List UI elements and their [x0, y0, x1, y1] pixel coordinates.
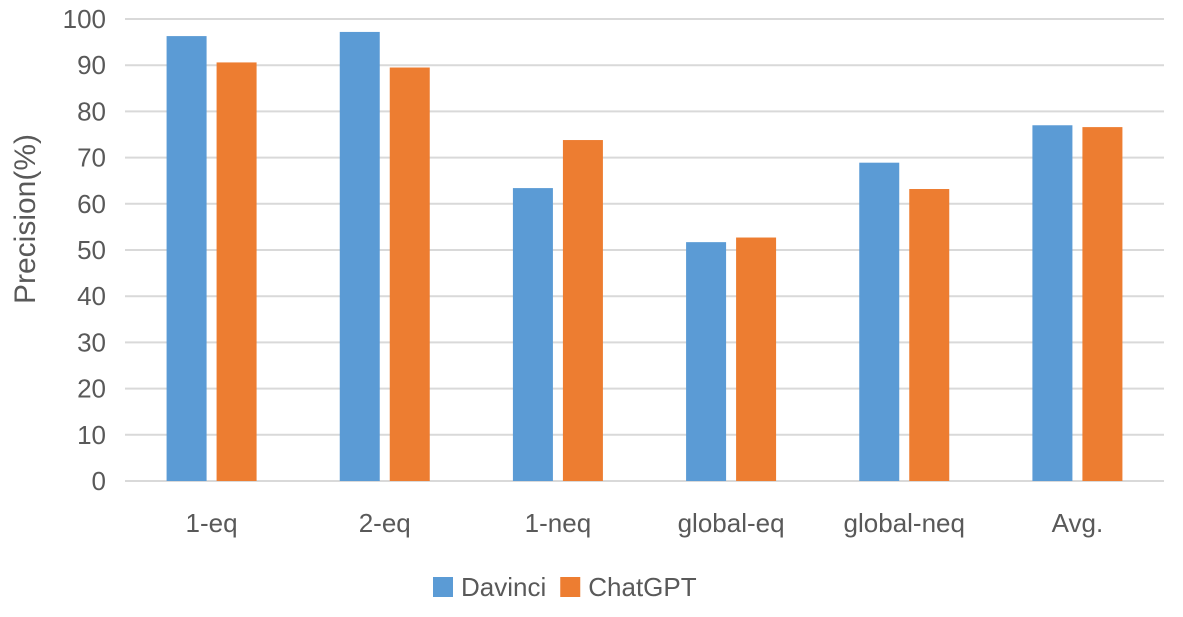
- y-axis-ticks: 0 10 20 30 40 50 60 70 80 90 100: [63, 4, 106, 496]
- legend: Davinci ChatGPT: [433, 572, 697, 602]
- y-tick-label: 80: [77, 96, 106, 126]
- x-tick-label: 2-eq: [359, 508, 411, 538]
- y-axis-title: Precision(%): [9, 134, 42, 304]
- bar-chatgpt-1-neq: [562, 140, 603, 481]
- legend-swatch-chatgpt: [560, 577, 581, 597]
- x-tick-label: 1-neq: [525, 508, 592, 538]
- y-tick-label: 30: [77, 327, 106, 357]
- gridlines: [125, 18, 1164, 482]
- x-tick-label: global-eq: [678, 508, 785, 538]
- x-axis-ticks: 1-eq 2-eq 1-neq global-eq global-neq Avg.: [186, 508, 1104, 538]
- y-tick-label: 100: [63, 4, 106, 34]
- y-tick-label: 90: [77, 50, 106, 80]
- y-tick-label: 70: [77, 143, 106, 173]
- y-tick-label: 40: [77, 281, 106, 311]
- x-tick-label: 1-eq: [186, 508, 238, 538]
- bar-davinci-1-eq: [166, 36, 207, 482]
- bar-chatgpt-avg: [1082, 127, 1123, 481]
- y-tick-label: 0: [92, 466, 106, 496]
- y-tick-label: 20: [77, 374, 106, 404]
- bar-chatgpt-2-eq: [389, 67, 430, 481]
- y-tick-label: 60: [77, 189, 106, 219]
- bar-davinci-global-neq: [859, 162, 900, 481]
- y-tick-label: 50: [77, 235, 106, 265]
- x-tick-label: Avg.: [1052, 508, 1104, 538]
- bar-davinci-avg: [1032, 125, 1073, 481]
- y-tick-label: 10: [77, 420, 106, 450]
- bar-chatgpt-global-eq: [736, 237, 777, 481]
- bar-chatgpt-1-eq: [216, 62, 257, 481]
- legend-label-chatgpt: ChatGPT: [588, 572, 696, 602]
- bar-davinci-2-eq: [339, 31, 380, 481]
- bar-davinci-global-eq: [686, 242, 727, 481]
- legend-label-davinci: Davinci: [461, 572, 546, 602]
- bars: [166, 31, 1123, 482]
- bar-davinci-1-neq: [512, 188, 553, 482]
- x-tick-label: global-neq: [844, 508, 965, 538]
- legend-swatch-davinci: [433, 577, 453, 597]
- bar-chatgpt-global-neq: [909, 189, 950, 482]
